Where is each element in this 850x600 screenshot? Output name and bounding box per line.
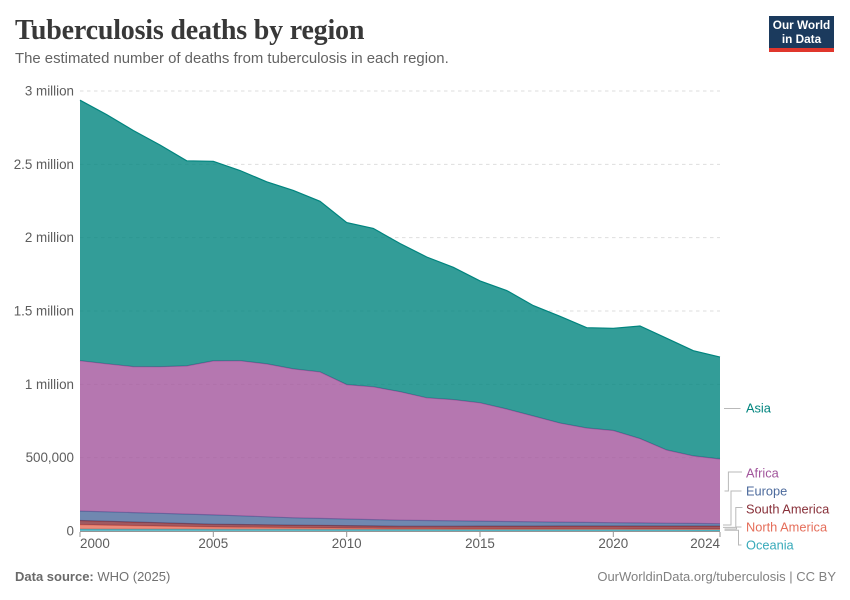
svg-text:2000: 2000: [80, 536, 110, 551]
svg-text:2024: 2024: [690, 536, 720, 551]
svg-text:2010: 2010: [332, 536, 362, 551]
svg-text:Asia: Asia: [746, 401, 772, 416]
svg-text:2.5 million: 2.5 million: [14, 157, 74, 172]
svg-text:0: 0: [67, 524, 74, 539]
svg-text:2 million: 2 million: [25, 230, 74, 245]
svg-text:South America: South America: [746, 502, 830, 517]
svg-text:Europe: Europe: [746, 484, 787, 499]
svg-text:500,000: 500,000: [26, 450, 74, 465]
svg-text:Africa: Africa: [746, 466, 780, 481]
svg-text:2005: 2005: [198, 536, 228, 551]
svg-text:2015: 2015: [465, 536, 495, 551]
svg-text:1.5 million: 1.5 million: [14, 304, 74, 319]
svg-text:North America: North America: [746, 520, 828, 535]
svg-text:3 million: 3 million: [25, 84, 74, 99]
svg-text:Oceania: Oceania: [746, 538, 795, 553]
svg-text:2020: 2020: [598, 536, 628, 551]
svg-text:1 million: 1 million: [25, 377, 74, 392]
